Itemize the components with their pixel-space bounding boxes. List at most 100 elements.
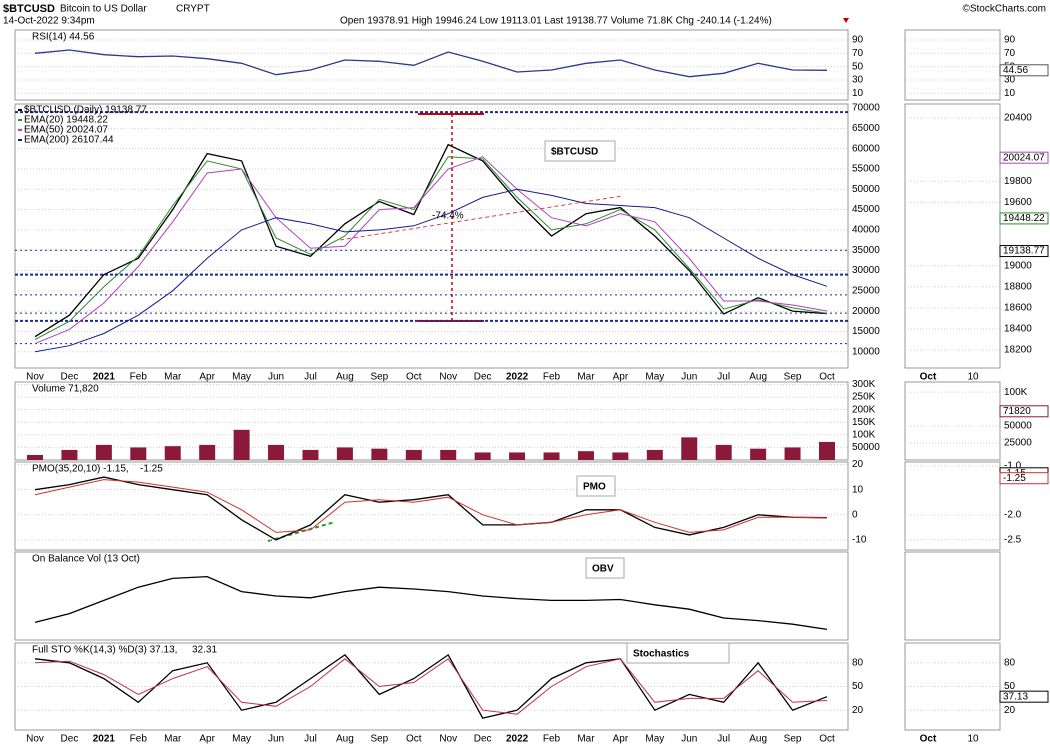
volume-bar (95, 444, 112, 460)
volume-bar (61, 449, 78, 460)
volume-bar (130, 447, 147, 460)
mini-y-tick-label: 19000 (1004, 260, 1032, 271)
annotation-box (585, 557, 625, 579)
panel-title: On Balance Vol (13 Oct) (32, 554, 140, 565)
annotation: PMO (583, 482, 606, 493)
x-tick-label: Jul (717, 734, 730, 745)
y-tick-label: 300K (852, 379, 876, 390)
y-tick-label: 200K (852, 404, 876, 415)
x-tick-label: Oct (819, 372, 835, 383)
y-tick-label: 60000 (852, 143, 880, 154)
x-tick-label: May (232, 734, 251, 745)
mini-y-tick-label: 20 (1004, 705, 1016, 716)
quote: Open 19378.91 High 19946.24 Low 19113.01… (340, 16, 772, 27)
mini-y-tick-label: -2.5 (1004, 534, 1022, 545)
y-tick-label: 250K (852, 392, 876, 403)
panel-frame (14, 29, 849, 101)
series-line (34, 156, 828, 345)
mini-frame (904, 103, 1001, 369)
x-tick-label: Apr (613, 734, 629, 745)
panel-subtitle: -1.25 (140, 464, 163, 475)
mini-x-label: 10 (967, 372, 979, 383)
y-tick-label: 50000 (852, 184, 880, 195)
x-tick-label: Nov (439, 372, 457, 383)
x-tick-label: Nov (26, 372, 44, 383)
x-tick-label: Oct (819, 734, 835, 745)
symbol: $BTCUSD (3, 3, 55, 15)
series-line (34, 49, 828, 78)
y-tick-label: 80 (852, 657, 864, 668)
x-tick-label: 2021 (93, 372, 116, 383)
value-box (999, 212, 1049, 225)
legend-entry: EMA(200) 26107.44 (24, 135, 114, 146)
volume-bar (440, 449, 457, 460)
mini-y-tick-label: 100K (1004, 387, 1028, 398)
annotation-box (576, 475, 616, 497)
panel-title: PMO(35,20,10) -1.15, (32, 464, 129, 475)
series-line (34, 188, 828, 353)
x-tick-label: 2021 (93, 734, 116, 745)
panel-frame (14, 461, 849, 551)
x-tick-label: Oct (406, 734, 422, 745)
y-tick-label: 70000 (852, 103, 880, 114)
value-box-label: 20024.07 (1003, 152, 1045, 163)
y-tick-label: 20000 (852, 306, 880, 317)
legend-swatch (18, 139, 22, 141)
x-tick-label: Sep (370, 734, 388, 745)
annotation: $BTCUSD (551, 147, 598, 158)
mini-y-tick-label: 10 (1004, 88, 1016, 99)
series-line (34, 476, 828, 541)
x-tick-label: Feb (543, 734, 561, 745)
mini-frame (904, 461, 1001, 551)
value-box-label: 44.56 (1003, 65, 1028, 76)
y-tick-label: 70 (852, 48, 864, 59)
x-tick-label: May (645, 734, 664, 745)
x-tick-label: Mar (164, 372, 182, 383)
x-tick-label: 2022 (506, 372, 529, 383)
x-tick-label: May (645, 372, 664, 383)
panel-title: Volume 71,820 (32, 384, 99, 395)
series-line (34, 653, 828, 719)
y-tick-label: 45000 (852, 204, 880, 215)
y-tick-label: 15000 (852, 326, 880, 337)
value-box (999, 472, 1049, 485)
annotation-box (544, 140, 616, 162)
volume-bar (509, 452, 526, 460)
mini-y-tick-label: 18800 (1004, 281, 1032, 292)
pmo-trend (267, 521, 336, 542)
x-tick-label: Jul (304, 734, 317, 745)
legend-entry: EMA(20) 19448.22 (24, 115, 108, 126)
y-tick-label: 25000 (852, 285, 880, 296)
legend-swatch (18, 119, 22, 121)
mini-y-tick-label: 50 (1004, 681, 1016, 692)
x-tick-label: Oct (406, 372, 422, 383)
volume-bar (199, 444, 216, 460)
y-tick-label: 100K (852, 429, 876, 440)
x-tick-label: Aug (749, 372, 767, 383)
y-tick-label: 50 (852, 681, 864, 692)
x-tick-label: Apr (613, 372, 629, 383)
panel-frame (14, 103, 849, 369)
y-tick-label: 0 (852, 509, 858, 520)
symbol-name: Bitcoin to US Dollar (60, 4, 147, 15)
x-tick-label: Jun (268, 734, 284, 745)
credit: ©StockCharts.com (962, 4, 1046, 15)
mini-y-tick-label: 20400 (1004, 113, 1032, 124)
legend-entry: EMA(50) 20024.07 (24, 125, 108, 136)
mini-y-tick-label: -2.0 (1004, 510, 1022, 521)
exchange: CRYPT (176, 4, 210, 15)
annotation: -74.4% (432, 211, 464, 222)
y-tick-label: 10000 (852, 346, 880, 357)
x-tick-label: May (232, 372, 251, 383)
x-tick-label: Nov (26, 734, 44, 745)
volume-bar (612, 452, 629, 460)
down-arrow (843, 18, 849, 23)
value-box-label: 19448.22 (1003, 213, 1045, 224)
x-tick-label: Feb (130, 734, 148, 745)
y-tick-label: 10 (852, 484, 864, 495)
x-tick-label: Feb (130, 372, 148, 383)
x-tick-label: Mar (577, 372, 595, 383)
value-box (999, 64, 1049, 77)
